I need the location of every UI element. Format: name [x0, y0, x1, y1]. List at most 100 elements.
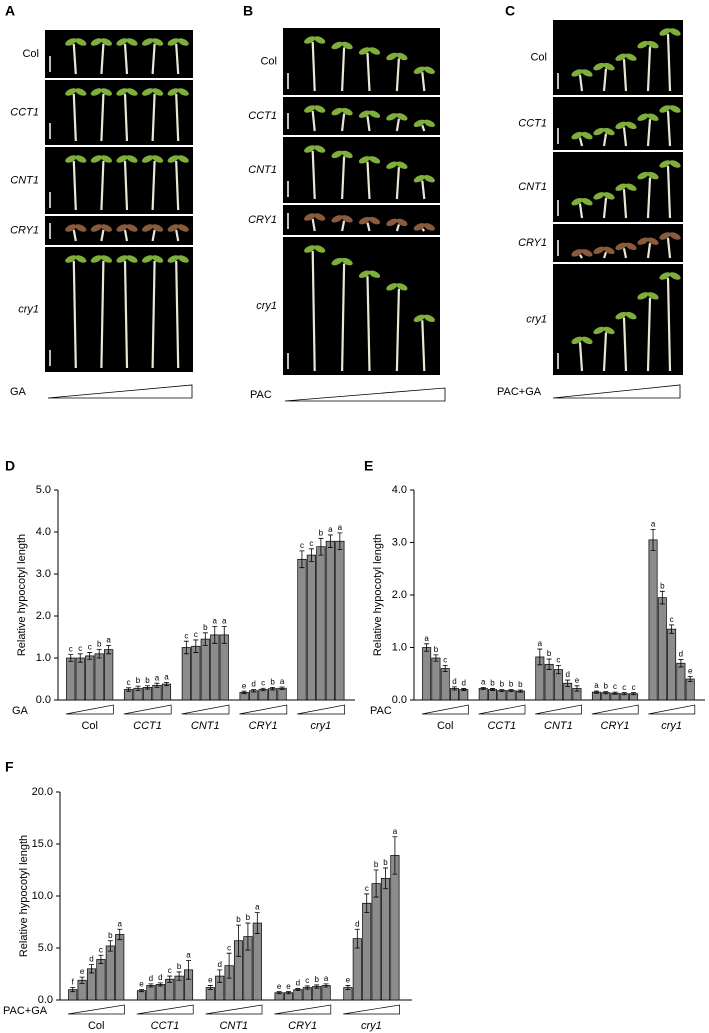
- bar: [66, 657, 76, 701]
- significance-letter: b: [547, 649, 552, 658]
- seedling-stem: [622, 248, 628, 259]
- seedling-leaf: [90, 224, 102, 232]
- error-bar: [424, 643, 430, 652]
- significance-letter: b: [509, 680, 514, 689]
- error-bar: [612, 691, 618, 695]
- y-tick-label: 15.0: [32, 838, 53, 850]
- seedling-leaf: [126, 38, 138, 46]
- seedling-leaf: [368, 156, 381, 164]
- error-bar: [68, 654, 74, 662]
- seedling-stem: [602, 251, 608, 259]
- seedling-stem: [646, 177, 652, 219]
- seedling-leaf: [314, 245, 326, 253]
- significance-letter: d: [158, 973, 162, 982]
- seedling-leaf: [152, 38, 164, 46]
- treatment-wedge: [343, 1004, 400, 1015]
- error-bar: [154, 682, 160, 688]
- error-bar: [236, 924, 242, 957]
- group-label: Col: [437, 720, 454, 732]
- significance-letter: e: [80, 967, 85, 976]
- seedling-leaf: [126, 255, 138, 263]
- significance-letter: c: [305, 976, 309, 985]
- seedling-leaf: [116, 224, 128, 232]
- seedling-leaf: [358, 156, 371, 164]
- seedling-stem: [602, 197, 608, 219]
- row-label: CNT1: [10, 174, 39, 186]
- significance-letter: d: [452, 677, 456, 686]
- bar: [200, 638, 210, 701]
- significance-letter: b: [136, 676, 141, 685]
- significance-letter: a: [280, 677, 285, 686]
- seedling-leaf: [116, 155, 128, 163]
- seedling-leaf: [65, 224, 77, 232]
- bar: [219, 634, 229, 701]
- bar: [252, 922, 262, 1001]
- error-bar: [659, 590, 665, 605]
- error-bar: [678, 659, 684, 668]
- significance-letter: a: [651, 519, 656, 528]
- seedling-leaf: [358, 270, 371, 278]
- error-bar: [442, 664, 448, 673]
- group-label: cry1: [311, 720, 332, 732]
- seedling-leaf: [167, 88, 179, 96]
- seedling-leaf: [126, 224, 138, 232]
- treatment-wedge: [478, 704, 526, 715]
- seedling-leaf: [341, 215, 353, 223]
- significance-letter: a: [213, 617, 218, 626]
- bar: [478, 688, 488, 701]
- seedling-stem: [100, 160, 105, 211]
- error-bar: [461, 688, 467, 691]
- treatment-wedge: [239, 704, 288, 715]
- seedling-leaf: [152, 155, 164, 163]
- seedling-leaf: [615, 242, 627, 251]
- seedling-stem: [666, 165, 672, 219]
- seedling-leaf: [413, 314, 425, 323]
- seedling-leaf: [142, 224, 154, 232]
- seedling-stem: [421, 228, 426, 232]
- seedling-leaf: [341, 150, 353, 159]
- error-bar: [555, 664, 561, 675]
- y-tick-label: 5.0: [36, 484, 51, 496]
- significance-letter: b: [108, 931, 113, 940]
- treatment-wedge: [648, 704, 696, 715]
- significance-letter: b: [319, 528, 324, 537]
- seedling-stem: [366, 161, 371, 200]
- seedling-stem: [578, 342, 584, 372]
- seedling-leaf: [423, 314, 435, 323]
- group-label: CCT1: [151, 1020, 180, 1032]
- row-label: CRY1: [518, 237, 547, 249]
- seedling-leaf: [659, 160, 671, 168]
- row-label: cry1: [526, 313, 547, 325]
- bar: [371, 883, 381, 1001]
- error-bar: [217, 969, 223, 983]
- group-label: CNT1: [191, 720, 220, 732]
- bar: [297, 558, 307, 701]
- significance-letter: d: [296, 979, 300, 988]
- seedling-stem: [151, 160, 156, 211]
- seedling-leaf: [593, 326, 605, 335]
- seedling-leaf: [116, 38, 128, 46]
- significance-letter: d: [355, 919, 359, 928]
- row-label: CRY1: [10, 224, 39, 236]
- photo: [45, 80, 193, 145]
- y-tick-label: 5.0: [38, 942, 53, 954]
- seedling-leaf: [75, 255, 87, 263]
- seedling-leaf: [423, 174, 435, 183]
- y-axis-title: Relative hypocotyl length: [18, 835, 30, 957]
- seedling-stem: [123, 93, 129, 142]
- seedling-leaf: [396, 113, 408, 121]
- seedling-stem: [395, 288, 400, 372]
- seedling-stem: [666, 33, 672, 92]
- seedling-stem: [395, 58, 400, 92]
- seedling-leaf: [593, 192, 605, 200]
- seedling-stem: [366, 52, 371, 92]
- significance-letter: c: [184, 631, 188, 640]
- seedling-leaf: [177, 88, 189, 96]
- seedling-leaf: [167, 255, 179, 263]
- seedling-leaf: [669, 28, 681, 36]
- seedling-stem: [100, 260, 105, 369]
- seedling-leaf: [100, 38, 112, 46]
- seedling-leaf: [100, 224, 112, 232]
- seedling-leaf: [386, 161, 398, 169]
- treatment-wedge: [535, 704, 582, 715]
